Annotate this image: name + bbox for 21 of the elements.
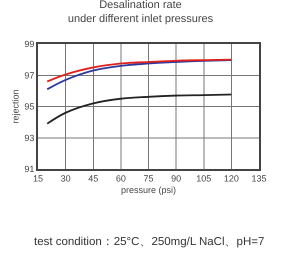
x-tick-label: 90 [171,174,182,184]
y-tick-label: 93 [24,132,34,143]
x-tick-label: 45 [88,174,98,184]
x-tick-label: 120 [224,174,239,184]
x-axis-title: pressure (psi) [120,184,176,195]
y-tick-label: 99 [24,39,34,50]
x-tick-label: 105 [196,174,212,184]
y-tick-label: 97 [24,70,34,80]
y-tick-label: 95 [24,102,34,112]
y-axis-title: rejection [10,89,20,124]
x-tick-label: 15 [32,174,44,184]
x-tick-label: 135 [251,174,267,184]
x-tick-label: 75 [143,174,154,184]
y-tick-label: 91 [24,164,34,174]
x-tick-label: 30 [60,174,71,184]
line-series [46,58,232,82]
chart-title: Desalination rate under different inlet pressures [68,0,214,26]
text: test condition：25°C、250mg/L NaCl、pH=7 [34,236,264,248]
line-series [46,94,232,125]
x-tick-label: 60 [116,174,126,184]
line-series [46,59,232,90]
